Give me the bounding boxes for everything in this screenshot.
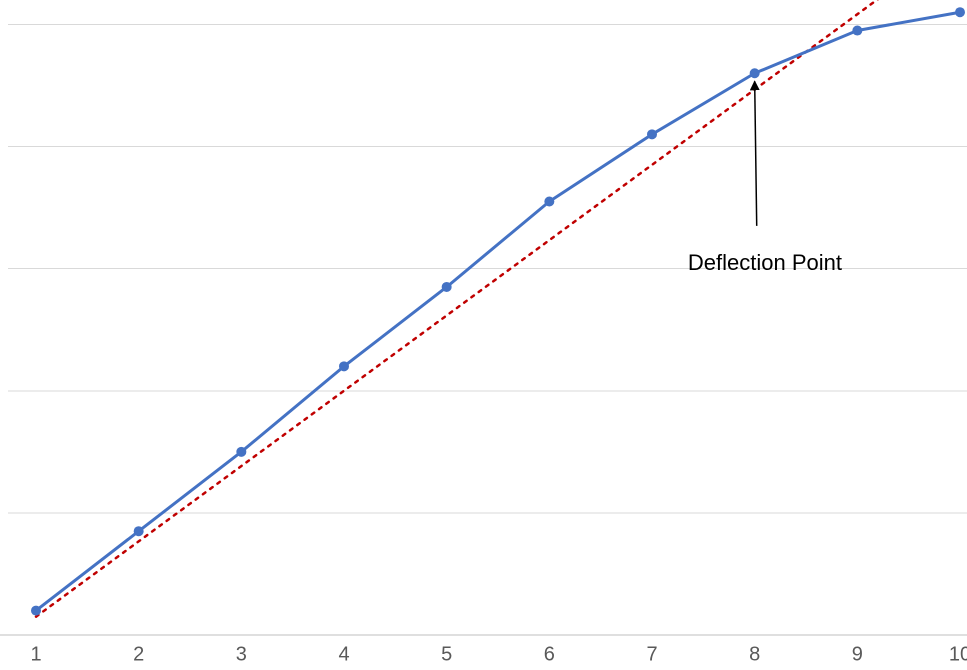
x-tick-label-10: 10 — [949, 644, 967, 666]
data-marker-5 — [442, 282, 452, 292]
x-tick-label-5: 5 — [441, 644, 452, 666]
chart-background — [0, 0, 967, 670]
chart-container: 1 2 3 4 5 6 7 8 9 10 Deflection Point — [0, 0, 967, 670]
data-marker-8 — [750, 68, 760, 78]
data-marker-10 — [955, 7, 965, 17]
data-marker-2 — [134, 526, 144, 536]
data-marker-4 — [339, 361, 349, 371]
x-tick-label-9: 9 — [852, 644, 863, 666]
data-marker-6 — [544, 196, 554, 206]
x-tick-label-7: 7 — [646, 644, 657, 666]
x-tick-label-4: 4 — [338, 644, 349, 666]
x-tick-label-3: 3 — [236, 644, 247, 666]
annotation-label: Deflection Point — [688, 250, 842, 275]
x-tick-label-6: 6 — [544, 644, 555, 666]
data-marker-9 — [852, 26, 862, 36]
deflection-chart: 1 2 3 4 5 6 7 8 9 10 Deflection Point — [0, 0, 967, 670]
x-tick-label-8: 8 — [749, 644, 760, 666]
data-marker-7 — [647, 129, 657, 139]
x-tick-label-2: 2 — [133, 644, 144, 666]
data-marker-1 — [31, 606, 41, 616]
data-marker-3 — [236, 447, 246, 457]
x-tick-label-1: 1 — [30, 644, 41, 666]
